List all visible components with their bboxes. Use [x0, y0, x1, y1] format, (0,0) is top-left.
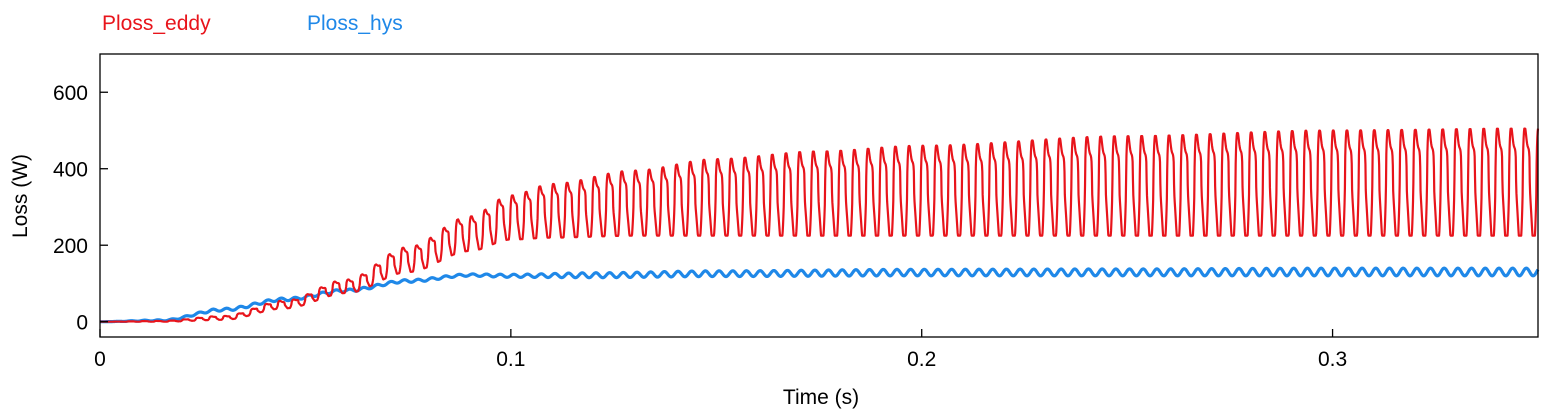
- series-line-ploss-eddy: [99, 127, 1540, 323]
- y-tick-label: 600: [53, 82, 88, 105]
- legend-item-ploss-eddy: Ploss_eddy: [102, 12, 211, 35]
- x-tick-label: 0.1: [496, 348, 525, 371]
- y-axis: 0 200 400 600: [53, 82, 108, 335]
- x-tick-label: 0.3: [1318, 348, 1347, 371]
- y-tick-label: 200: [53, 235, 88, 258]
- y-axis-title: Loss (W): [9, 154, 32, 238]
- x-axis: 0 0.1 0.2 0.3: [94, 329, 1347, 371]
- series-line-ploss-hys: [98, 266, 1540, 324]
- x-tick-label: 0.2: [907, 348, 936, 371]
- y-tick-label: 0: [76, 312, 88, 335]
- series-layer: [98, 127, 1540, 324]
- plot-frame: [99, 53, 1539, 338]
- x-tick-label: 0: [94, 348, 106, 371]
- x-axis-title: Time (s): [783, 386, 859, 409]
- y-tick-label: 400: [53, 159, 88, 182]
- legend-item-ploss-hys: Ploss_hys: [307, 12, 403, 35]
